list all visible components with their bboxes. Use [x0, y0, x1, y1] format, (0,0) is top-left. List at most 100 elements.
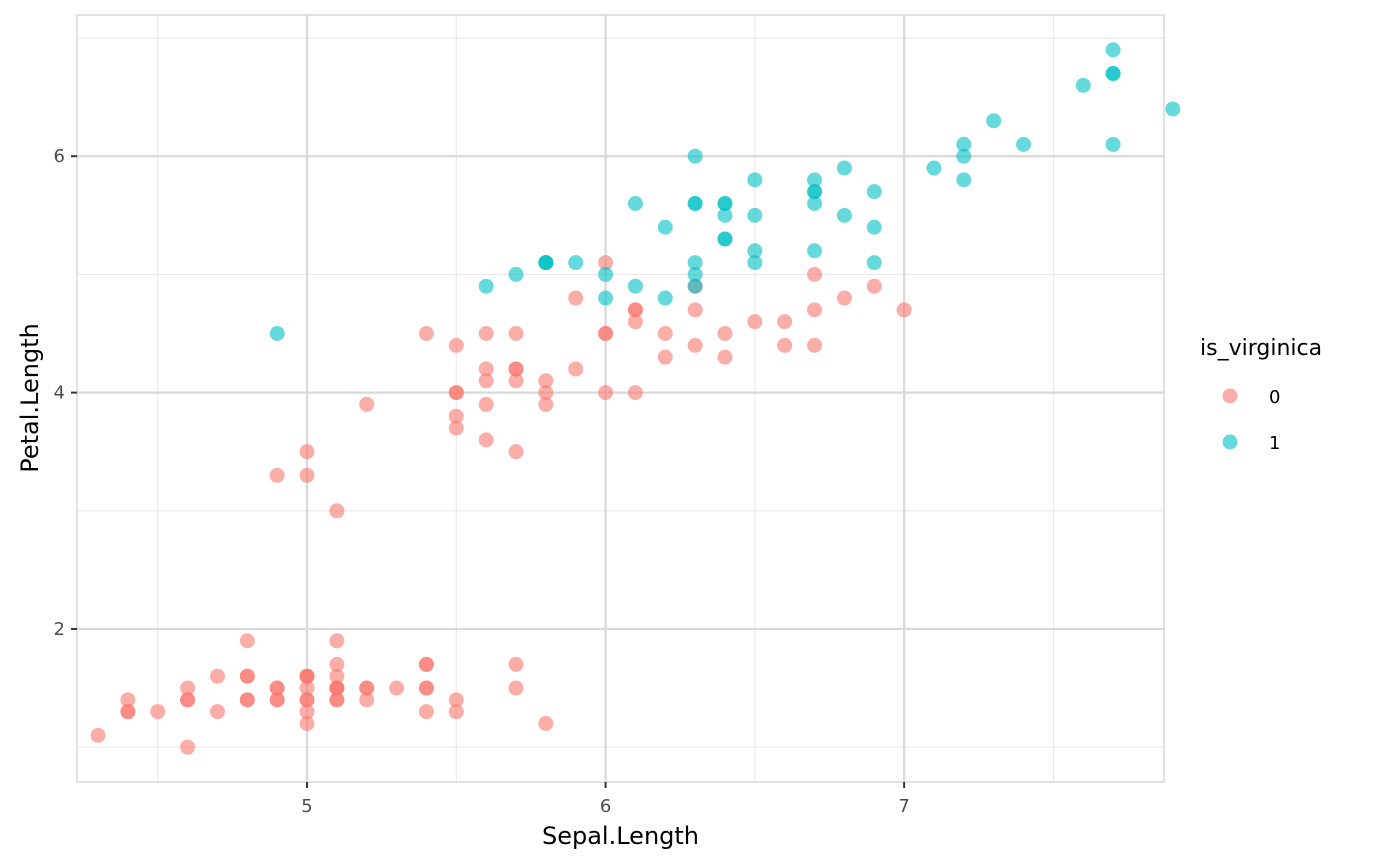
data-point-0 — [478, 326, 494, 341]
data-points — [90, 42, 1181, 755]
data-point-1 — [269, 326, 285, 341]
data-point-0 — [538, 396, 554, 412]
data-point-0 — [299, 467, 315, 483]
data-point-1 — [717, 207, 733, 223]
data-point-0 — [568, 361, 584, 377]
y-tick-label: 4 — [54, 383, 65, 404]
data-point-0 — [448, 408, 464, 424]
data-point-0 — [538, 716, 554, 731]
data-point-1 — [807, 196, 823, 211]
data-point-1 — [687, 196, 703, 211]
data-point-1 — [1105, 136, 1121, 152]
data-point-1 — [807, 172, 823, 188]
data-point-0 — [807, 337, 823, 353]
data-point-0 — [239, 668, 255, 684]
plot-panel-border — [76, 14, 1165, 783]
legend-label-0: 0 — [1269, 387, 1280, 408]
data-point-1 — [1165, 101, 1181, 117]
data-point-0 — [777, 337, 793, 353]
legend: is_virginica 0 1 — [1200, 336, 1322, 454]
x-tick-label: 6 — [600, 796, 611, 817]
data-point-1 — [1075, 77, 1091, 93]
data-point-0 — [209, 704, 225, 720]
data-point-0 — [329, 633, 345, 649]
data-point-0 — [627, 314, 643, 330]
data-point-0 — [448, 385, 464, 401]
data-point-0 — [627, 385, 643, 401]
data-point-1 — [687, 148, 703, 164]
data-point-1 — [747, 243, 763, 259]
data-point-1 — [627, 196, 643, 211]
data-point-0 — [329, 503, 345, 519]
data-point-0 — [269, 692, 285, 708]
data-point-1 — [717, 196, 733, 211]
data-point-0 — [508, 444, 524, 460]
data-point-0 — [747, 314, 763, 330]
data-point-1 — [807, 243, 823, 259]
x-tick-label: 7 — [898, 796, 909, 817]
data-point-1 — [866, 219, 882, 235]
data-point-0 — [418, 326, 434, 341]
data-point-0 — [807, 266, 823, 282]
data-point-0 — [657, 349, 673, 365]
data-point-0 — [777, 314, 793, 330]
grid-lines — [77, 15, 1164, 782]
data-point-1 — [747, 207, 763, 223]
legend-key-1 — [1222, 434, 1238, 450]
data-point-0 — [418, 656, 434, 672]
data-point-0 — [687, 302, 703, 318]
data-point-0 — [448, 337, 464, 353]
data-point-0 — [120, 692, 136, 708]
data-point-0 — [180, 739, 196, 755]
data-point-0 — [120, 704, 136, 720]
data-point-0 — [329, 668, 345, 684]
data-point-0 — [299, 716, 315, 731]
data-point-0 — [538, 385, 554, 401]
data-point-0 — [329, 680, 345, 696]
data-point-0 — [478, 373, 494, 389]
data-point-0 — [329, 692, 345, 708]
data-point-1 — [836, 207, 852, 223]
plot-panel-background — [77, 15, 1164, 782]
data-point-0 — [299, 444, 315, 460]
data-point-0 — [448, 420, 464, 436]
data-point-0 — [717, 349, 733, 365]
data-point-1 — [956, 172, 972, 188]
data-point-1 — [1105, 66, 1121, 81]
legend-label-1: 1 — [1269, 433, 1280, 454]
data-point-0 — [538, 373, 554, 389]
data-point-0 — [239, 633, 255, 649]
data-point-1 — [687, 278, 703, 294]
data-point-0 — [299, 704, 315, 720]
axes: 5 6 7 2 4 6 — [54, 146, 910, 817]
data-point-1 — [836, 160, 852, 176]
data-point-0 — [836, 290, 852, 306]
data-point-0 — [269, 467, 285, 483]
data-point-0 — [389, 680, 405, 696]
data-point-0 — [717, 326, 733, 341]
legend-title: is_virginica — [1200, 336, 1322, 361]
data-point-0 — [478, 432, 494, 448]
data-point-1 — [598, 290, 614, 306]
data-point-1 — [687, 266, 703, 282]
data-point-1 — [687, 255, 703, 271]
data-point-1 — [627, 278, 643, 294]
data-point-0 — [508, 326, 524, 341]
data-point-0 — [150, 704, 166, 720]
data-point-1 — [986, 113, 1002, 129]
data-point-1 — [1105, 42, 1121, 58]
data-point-0 — [359, 680, 375, 696]
y-tick-label: 6 — [54, 146, 65, 167]
data-point-0 — [448, 692, 464, 708]
data-point-1 — [956, 148, 972, 164]
data-point-0 — [598, 255, 614, 271]
data-point-0 — [896, 302, 912, 318]
data-point-1 — [598, 266, 614, 282]
data-point-0 — [329, 656, 345, 672]
data-point-0 — [359, 396, 375, 412]
data-point-1 — [657, 219, 673, 235]
data-point-0 — [568, 290, 584, 306]
data-point-1 — [926, 160, 942, 176]
data-point-1 — [508, 266, 524, 282]
